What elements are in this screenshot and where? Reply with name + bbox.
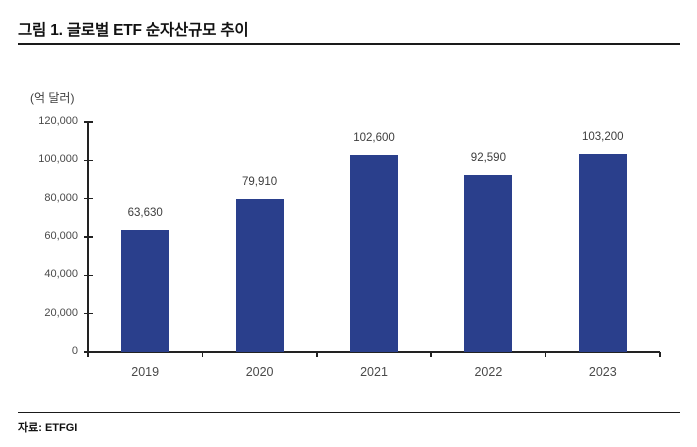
y-axis-tick-label: 20,000	[44, 306, 78, 319]
y-axis-tick-label: 120,000	[38, 115, 78, 127]
bar-2023	[578, 154, 627, 352]
y-axis-tick	[83, 197, 93, 200]
y-axis-tick	[83, 236, 93, 238]
bar-2022	[464, 174, 513, 352]
y-axis-unit-label: (억 달러)	[30, 91, 75, 105]
x-axis-tick	[544, 352, 547, 357]
y-axis-tick	[83, 159, 93, 162]
y-axis-tick-label: 60,000	[44, 230, 78, 242]
x-axis-tick	[430, 352, 432, 357]
x-axis-category-label: 2023	[588, 365, 617, 379]
x-axis-category-label: 2019	[131, 365, 160, 379]
bar-2020	[235, 198, 284, 352]
bar-value-label: 92,590	[470, 151, 506, 164]
bar-2021	[350, 155, 398, 352]
x-axis-category-label: 2020	[245, 365, 274, 379]
bar-2019	[121, 230, 170, 352]
x-axis-tick	[87, 352, 89, 357]
x-axis-line	[88, 351, 660, 353]
x-axis-category-label: 2022	[474, 365, 503, 379]
bar-value-label: 103,200	[582, 131, 624, 144]
x-axis-tick	[659, 352, 661, 357]
footer-divider-line	[18, 412, 680, 413]
x-axis-tick	[316, 352, 318, 357]
bar-value-label: 79,910	[242, 175, 278, 188]
y-axis-tick	[83, 274, 93, 277]
title-divider-line	[18, 43, 680, 45]
bar-value-label: 63,630	[127, 207, 163, 220]
y-axis-tick-label: 40,000	[44, 268, 78, 281]
y-axis-tick-label: 0	[71, 345, 78, 357]
x-axis-category-label: 2021	[360, 365, 388, 379]
y-axis-tick-label: 80,000	[44, 191, 78, 204]
source-note: 자료: ETFGI	[18, 422, 78, 434]
y-axis-tick	[83, 121, 93, 123]
y-axis-tick-label: 100,000	[38, 153, 78, 166]
y-axis-tick	[83, 312, 93, 315]
chart-title: 그림 1. 글로벌 ETF 순자산규모 추이	[18, 22, 249, 39]
bar-value-label: 102,600	[353, 132, 395, 145]
x-axis-tick	[201, 352, 204, 357]
